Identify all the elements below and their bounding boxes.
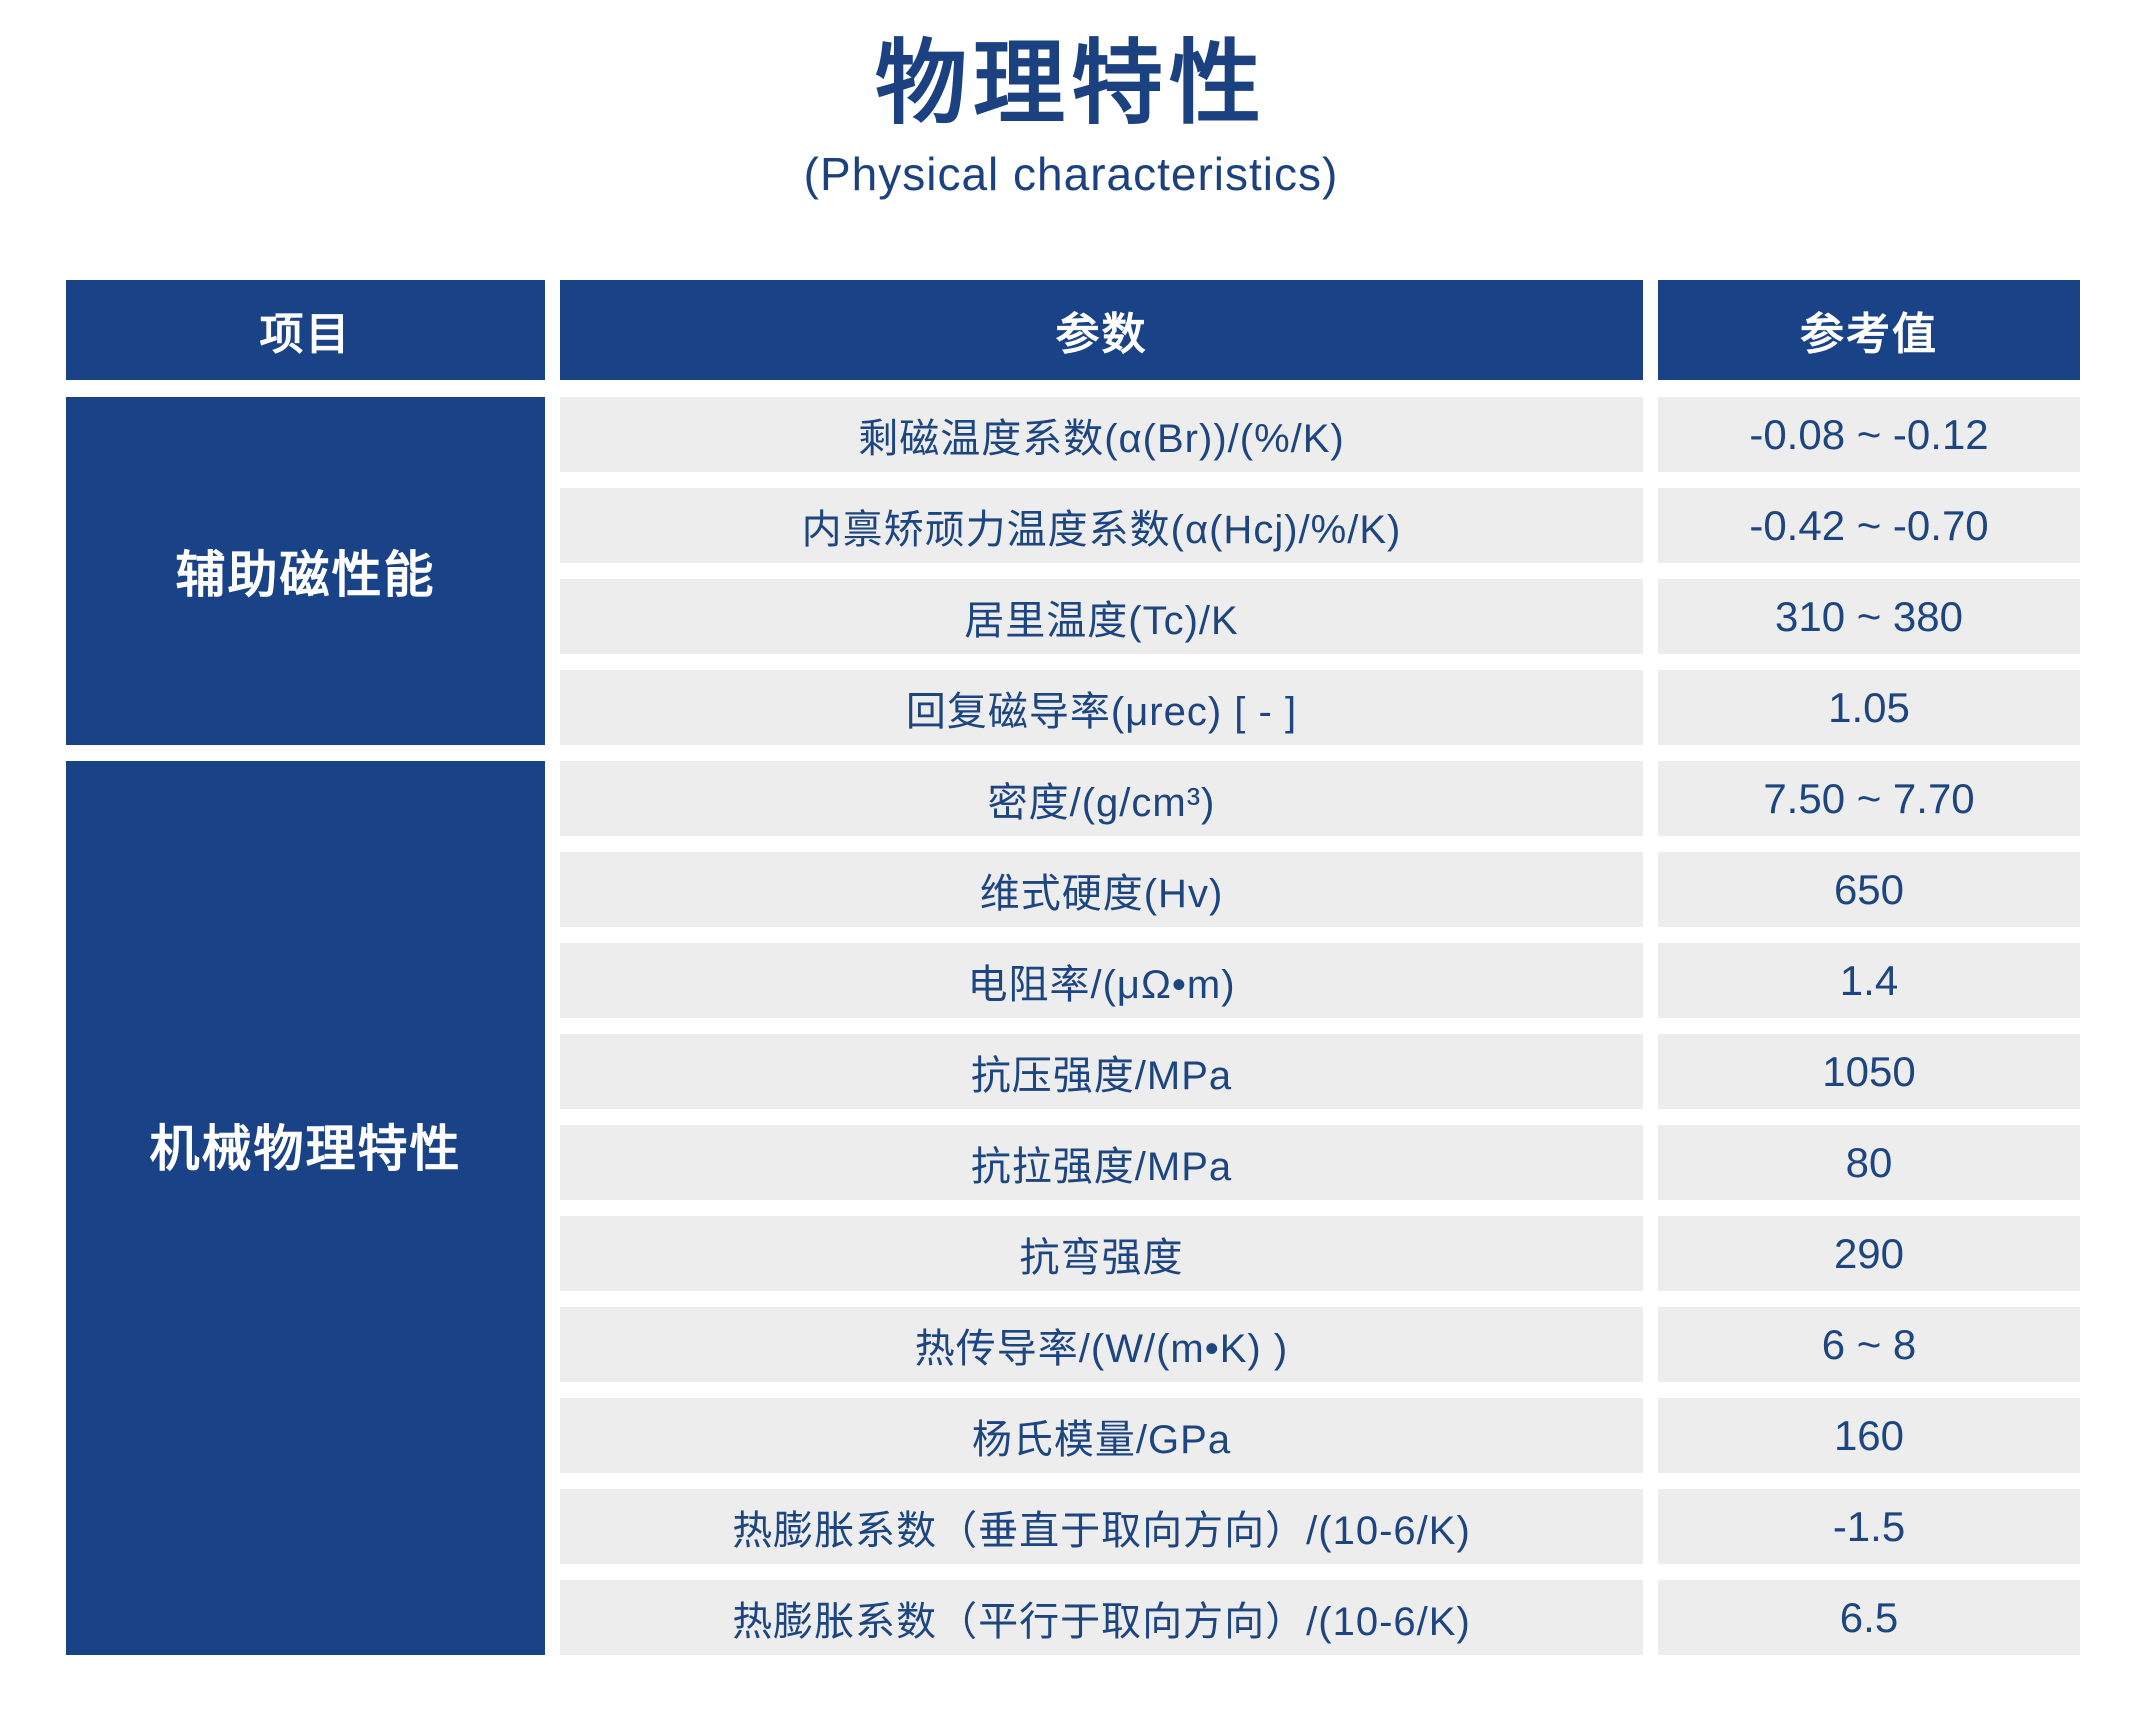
column-header-item: 项目	[66, 280, 545, 380]
param-cell: 热膨胀系数（垂直于取向方向）/(10-6/K)	[560, 1489, 1643, 1564]
param-cell: 居里温度(Tc)/K	[560, 579, 1643, 654]
page-title: 物理特性	[874, 33, 1267, 135]
param-cell: 剩磁温度系数(α(Br))/(%/K)	[560, 397, 1643, 472]
row-group-label: 机械物理特性	[149, 1121, 462, 1177]
column-header-reference-value: 参考值	[1658, 280, 2080, 380]
value-cell: 1.4	[1658, 943, 2080, 1018]
value-cell: 1.05	[1658, 670, 2080, 745]
row-group-auxiliary-magnetic: 辅助磁性能	[66, 397, 545, 745]
table-header-row: 项目 参数 参考值	[66, 280, 2080, 380]
value-cell: 160	[1658, 1398, 2080, 1473]
param-cell: 电阻率/(μΩ•m)	[560, 943, 1643, 1018]
param-cell: 抗弯强度	[560, 1216, 1643, 1291]
value-cell: -1.5	[1658, 1489, 2080, 1564]
param-cell: 密度/(g/cm³)	[560, 761, 1643, 836]
value-cell: 650	[1658, 852, 2080, 927]
param-cell: 抗拉强度/MPa	[560, 1125, 1643, 1200]
param-cell: 杨氏模量/GPa	[560, 1398, 1643, 1473]
physical-characteristics-table: 项目 参数 参考值 辅助磁性能 机械物理特性 剩磁温度系数(α(Br))/(%/…	[66, 280, 2080, 1655]
param-cell: 热膨胀系数（平行于取向方向）/(10-6/K)	[560, 1580, 1643, 1655]
value-cell: 7.50 ~ 7.70	[1658, 761, 2080, 836]
value-cell: 6 ~ 8	[1658, 1307, 2080, 1382]
param-cell: 回复磁导率(μrec) [ - ]	[560, 670, 1643, 745]
value-cell: -0.08 ~ -0.12	[1658, 397, 2080, 472]
value-cell: 80	[1658, 1125, 2080, 1200]
param-cell: 抗压强度/MPa	[560, 1034, 1643, 1109]
value-cell: -0.42 ~ -0.70	[1658, 488, 2080, 563]
value-cell: 290	[1658, 1216, 2080, 1291]
param-cell: 维式硬度(Hv)	[560, 852, 1643, 927]
value-cell: 310 ~ 380	[1658, 579, 2080, 654]
value-cell: 1050	[1658, 1034, 2080, 1109]
table-body: 辅助磁性能 机械物理特性 剩磁温度系数(α(Br))/(%/K) -0.08 ~…	[66, 397, 2080, 1655]
row-group-label: 辅助磁性能	[175, 547, 436, 603]
param-cell: 内禀矫顽力温度系数(α(Hcj)/%/K)	[560, 488, 1643, 563]
row-group-mechanical-physical: 机械物理特性	[66, 761, 545, 1655]
title-block: 物理特性 (Physical characteristics)	[0, 0, 2142, 199]
column-header-parameter: 参数	[560, 280, 1643, 380]
value-cell: 6.5	[1658, 1580, 2080, 1655]
param-cell: 热传导率/(W/(m•K) )	[560, 1307, 1643, 1382]
page-subtitle: (Physical characteristics)	[803, 147, 1339, 200]
